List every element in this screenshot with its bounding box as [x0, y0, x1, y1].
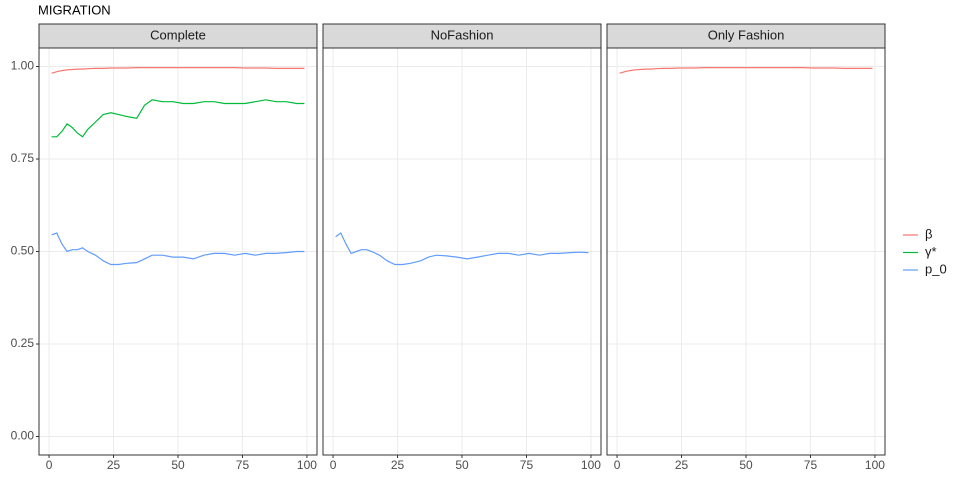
- strip-label: Complete: [150, 27, 206, 42]
- series-line: [619, 67, 873, 74]
- series-line: [335, 232, 589, 266]
- legend-label: p_0: [925, 261, 947, 276]
- panel-border: [38, 47, 318, 456]
- x-tick-label: 0: [330, 458, 337, 472]
- strip-background: [38, 23, 318, 49]
- x-tick-label: 100: [581, 458, 601, 472]
- y-tick-label: 0.75: [11, 151, 35, 165]
- x-tick-label: 100: [865, 458, 885, 472]
- x-tick-label: 50: [455, 458, 469, 472]
- panel-border: [606, 47, 886, 456]
- x-tick-label: 75: [804, 458, 818, 472]
- y-tick-label: 1.00: [11, 59, 35, 73]
- legend-label: γ*: [925, 244, 937, 259]
- panel-border: [322, 47, 602, 456]
- y-tick-label: 0.00: [11, 429, 35, 443]
- series-line: [51, 232, 305, 266]
- x-tick-label: 75: [236, 458, 250, 472]
- x-tick-label: 50: [739, 458, 753, 472]
- x-tick-label: 0: [614, 458, 621, 472]
- x-tick-label: 25: [107, 458, 121, 472]
- strip-background: [606, 23, 886, 49]
- legend-label: β: [925, 226, 932, 241]
- strip-label: NoFashion: [431, 27, 494, 42]
- series-line: [51, 67, 305, 74]
- chart-title: MIGRATION: [38, 2, 111, 17]
- x-tick-label: 50: [171, 458, 185, 472]
- x-tick-label: 75: [520, 458, 534, 472]
- x-tick-label: 25: [391, 458, 405, 472]
- x-tick-label: 100: [297, 458, 317, 472]
- x-tick-label: 25: [675, 458, 689, 472]
- x-tick-label: 0: [46, 458, 53, 472]
- series-line: [51, 99, 305, 138]
- y-tick-label: 0.50: [11, 244, 35, 258]
- y-tick-label: 0.25: [11, 336, 35, 350]
- strip-label: Only Fashion: [708, 27, 785, 42]
